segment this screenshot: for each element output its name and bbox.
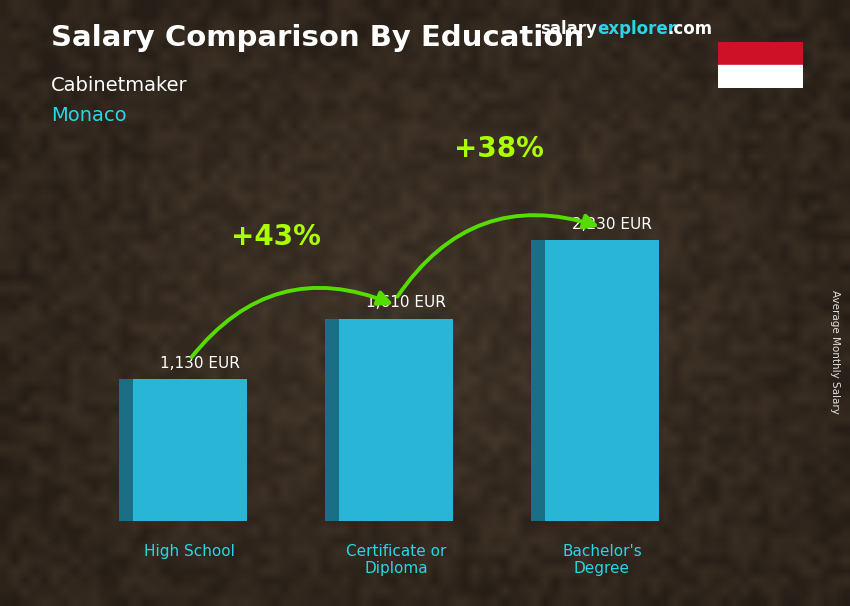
Text: Salary Comparison By Education: Salary Comparison By Education (51, 24, 584, 52)
Bar (718, 42, 803, 65)
Bar (718, 65, 803, 88)
Text: 1,610 EUR: 1,610 EUR (366, 295, 446, 310)
Text: +43%: +43% (231, 223, 321, 251)
Text: Cabinetmaker: Cabinetmaker (51, 76, 188, 95)
Polygon shape (119, 379, 133, 521)
Text: .com: .com (667, 20, 712, 38)
Bar (339, 319, 452, 521)
Text: Bachelor's
Degree: Bachelor's Degree (562, 544, 642, 576)
Text: Average Monthly Salary: Average Monthly Salary (830, 290, 840, 413)
Text: Certificate or
Diploma: Certificate or Diploma (346, 544, 446, 576)
Text: 2,230 EUR: 2,230 EUR (572, 218, 652, 232)
Bar (546, 241, 659, 521)
Polygon shape (325, 319, 339, 521)
Polygon shape (531, 241, 546, 521)
Text: salary: salary (540, 20, 597, 38)
Bar (133, 379, 246, 521)
Text: 1,130 EUR: 1,130 EUR (160, 356, 240, 371)
Text: Monaco: Monaco (51, 106, 127, 125)
Text: +38%: +38% (454, 135, 544, 163)
Text: High School: High School (144, 544, 235, 559)
Text: explorer: explorer (598, 20, 677, 38)
